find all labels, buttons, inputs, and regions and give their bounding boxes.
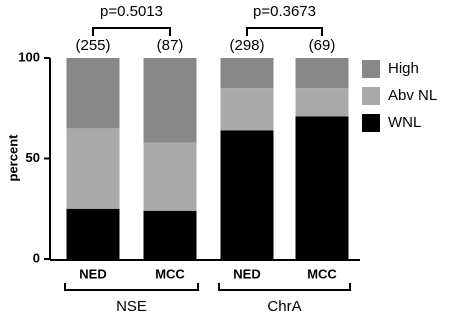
count-label: (69): [309, 37, 336, 54]
legend-label: WNL: [388, 114, 421, 131]
x-tick-label: NED: [79, 266, 106, 281]
bar-segment: [220, 88, 274, 131]
group-bracket: [218, 283, 351, 291]
count-label: (298): [229, 37, 264, 54]
y-tick-label: 100: [18, 49, 40, 64]
x-tick-label: MCC: [307, 266, 337, 281]
p-value: p=0.5013: [100, 3, 163, 20]
y-tick-label: 50: [26, 150, 40, 165]
legend-swatch: [362, 87, 380, 105]
group-label: NSE: [116, 298, 147, 315]
bar-segment: [143, 58, 197, 143]
bar-segment: [66, 208, 120, 259]
bar-segment: [220, 58, 274, 89]
legend-label: High: [388, 60, 419, 77]
bar-segment: [295, 88, 349, 117]
comparison-bracket: [246, 27, 323, 36]
comparison-bracket: [92, 27, 171, 36]
count-label: (255): [75, 37, 110, 54]
count-label: (87): [157, 37, 184, 54]
x-tick-label: MCC: [155, 266, 185, 281]
x-tick-label: NED: [233, 266, 260, 281]
bar-segment: [143, 142, 197, 211]
bar-segment: [143, 210, 197, 259]
bar-segment: [220, 130, 274, 259]
legend-swatch: [362, 60, 380, 78]
group-bracket: [64, 283, 199, 291]
bar-segment: [295, 58, 349, 89]
legend-swatch: [362, 114, 380, 132]
bar-segment: [66, 58, 120, 129]
y-axis-label: percent: [5, 134, 20, 182]
y-tick-label: 0: [33, 250, 40, 265]
bar-segment: [295, 116, 349, 259]
p-value: p=0.3673: [253, 3, 316, 20]
group-label: ChrA: [267, 298, 301, 315]
legend-label: Abv NL: [388, 87, 437, 104]
bar-segment: [66, 128, 120, 209]
